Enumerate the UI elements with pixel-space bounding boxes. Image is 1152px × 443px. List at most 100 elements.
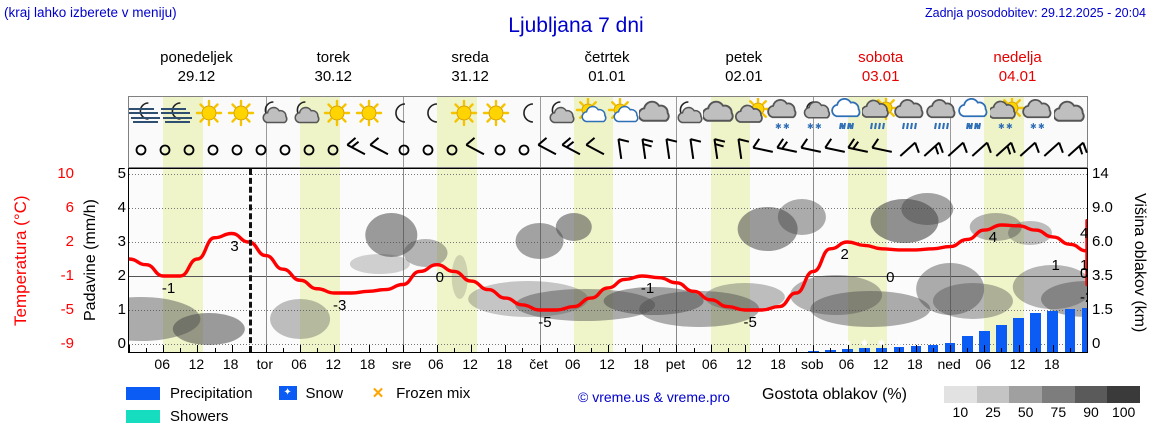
wind-barb [819, 135, 853, 165]
weather-icon-cloud [1054, 98, 1088, 132]
x-axis-tick [214, 348, 216, 352]
wind-barb [196, 135, 230, 165]
axis-tick-label: 3.5 [1092, 267, 1113, 284]
day-separator [813, 169, 815, 352]
weather-icon-panel: ✱ ✱ ✱ ✱ ✱ ✱ ✱ ✱ ✱ ✱ ✱ ✱ [128, 96, 1088, 168]
temperature-axis-ticks: 10 6 2 -1 -5 -9 [34, 160, 74, 360]
wind-barb [1010, 135, 1044, 165]
location-menu-hint[interactable]: (kraj lahko izberete v meniju) [4, 5, 177, 20]
x-axis-tick [761, 348, 763, 352]
x-axis-tick [471, 345, 473, 352]
temperature-value-label: -5 [538, 314, 552, 331]
grid-line-horizontal [129, 276, 1087, 277]
x-axis-tick [436, 345, 438, 352]
weather-icon-fog [160, 98, 194, 132]
grid-line-horizontal [129, 310, 1087, 311]
precipitation-bar [825, 350, 836, 352]
weather-icon-cloud-rain [894, 98, 928, 132]
axis-tick-label: 10 [57, 165, 74, 182]
x-axis-tick [676, 345, 678, 352]
x-axis-tick [642, 345, 644, 352]
copyright-link[interactable]: © vreme.us & vreme.pro [578, 389, 730, 405]
x-axis-tick [248, 348, 250, 352]
weather-icon-cloud-rain [926, 98, 960, 132]
svg-text:✱: ✱ [783, 122, 790, 131]
legend-precipitation: Precipitation [126, 385, 253, 402]
svg-text:✱: ✱ [998, 122, 1005, 131]
wind-barb [938, 135, 972, 165]
weather-icon-sun-cloud [575, 98, 609, 132]
temperature-value-label: 2 [840, 246, 849, 263]
wind-barb [1058, 135, 1092, 165]
weather-icon-sun [192, 98, 226, 132]
wind-barb [723, 135, 757, 165]
time-label: 12 [462, 356, 478, 372]
x-axis-tick [573, 345, 575, 352]
day-separator [539, 97, 541, 167]
x-axis-tick [813, 345, 815, 352]
wind-barb [962, 135, 996, 165]
day-header-strip: ponedeljek 29.12 torek 30.12 sreda 31.12 četrt… [128, 48, 1088, 88]
wind-barb [124, 135, 158, 165]
x-axis-tick [1087, 345, 1088, 352]
day-separator [813, 97, 815, 167]
wind-barb [699, 135, 733, 165]
day-name: četrtek [584, 49, 630, 66]
x-axis-tick [796, 348, 798, 352]
time-label: 12 [736, 356, 752, 372]
wind-barb [148, 135, 182, 165]
day-separator [539, 169, 541, 352]
weather-icon-cloud-rain-snow: ✱ ✱ [830, 98, 865, 132]
time-label: tor [256, 356, 274, 372]
x-axis-tick [950, 345, 952, 352]
x-axis-tick [967, 348, 969, 352]
x-axis-tick [300, 345, 302, 352]
svg-text:✱: ✱ [1038, 122, 1045, 131]
time-label: 12 [1009, 356, 1026, 372]
x-axis-tick [163, 345, 165, 352]
day-separator [676, 97, 678, 167]
day-header-2: torek 30.12 [265, 48, 402, 86]
weather-icon-moon-cloud [543, 98, 577, 132]
precipitation-bar [1064, 309, 1076, 352]
meteogram-plot[interactable]: ✱✱✱✱✱✱✱✱✱✱✱✱✱✱✱✱✱✱✕✕✕✕-13-30-5-1-5204140… [128, 168, 1088, 353]
snow-marker: ✱ [894, 338, 903, 348]
frozen-mix-icon: ✕ [371, 385, 385, 402]
x-axis-tick [317, 348, 319, 352]
x-axis-tick [180, 348, 182, 352]
cloud-density-step-label: 50 [1017, 404, 1034, 420]
x-axis-tick [505, 345, 507, 352]
time-label: čet [529, 356, 548, 372]
weather-icon-moon [511, 98, 545, 132]
day-separator [950, 169, 952, 352]
legend-showers-label: Showers [170, 408, 229, 425]
legend-frozen-mix-label: Frozen mix [396, 384, 471, 402]
x-axis-tick [334, 345, 336, 352]
day-date: 31.12 [451, 68, 489, 85]
legend-snow-label: Snow [305, 384, 344, 402]
x-axis-tick [488, 348, 490, 352]
daylight-band [710, 169, 751, 352]
weather-icon-cloud-sun-rain [862, 98, 897, 132]
svg-text:✱: ✱ [847, 122, 854, 131]
wind-barb [292, 135, 326, 165]
x-axis-tick [984, 345, 986, 352]
x-axis-tick [1069, 348, 1071, 352]
time-label: pet [665, 356, 686, 372]
wind-barb [387, 135, 421, 165]
cloud-density-ramp-labels: 10 25 50 75 90 100 [930, 404, 1150, 422]
temperature-value-label: 0 [435, 268, 444, 286]
wind-barb [268, 135, 302, 165]
time-label: 12 [188, 356, 205, 372]
day-header-5: petek 02.01 [675, 48, 812, 86]
cloud-density-step-label: 90 [1083, 404, 1099, 420]
precipitation-bar [807, 351, 819, 352]
page-title: Ljubljana 7 dni [508, 14, 644, 37]
x-axis-tick [590, 348, 592, 352]
cloud-density-ramp [944, 386, 1141, 403]
axis-tick-label: 3 [117, 233, 126, 250]
day-header-4: četrtek 01.01 [539, 48, 676, 86]
precipitation-bar [1081, 307, 1087, 352]
precipitation-swatch [126, 386, 160, 400]
wind-barb [771, 135, 805, 165]
